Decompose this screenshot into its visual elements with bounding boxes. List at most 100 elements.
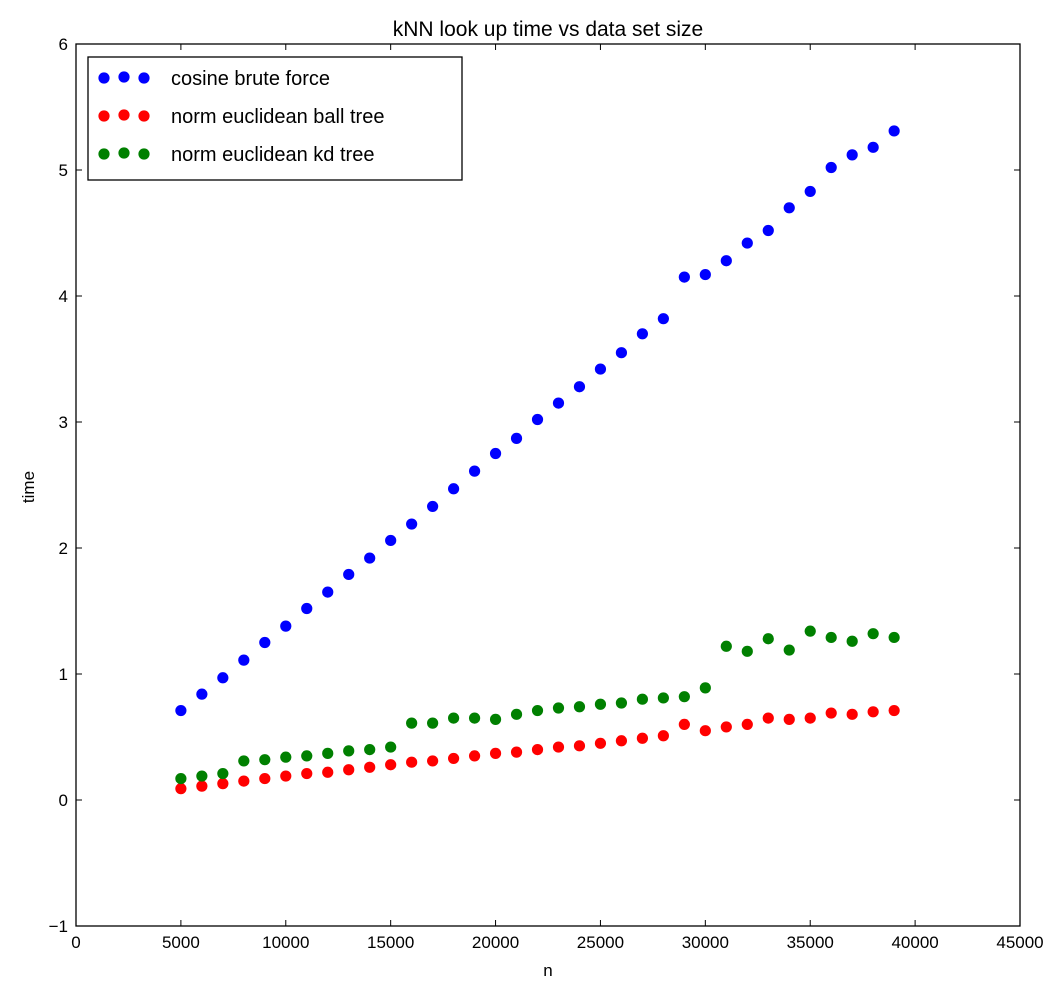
data-point <box>259 772 271 785</box>
data-point <box>573 740 586 752</box>
data-point <box>762 224 774 237</box>
data-point <box>720 721 732 733</box>
y-tick-label: 4 <box>59 287 68 306</box>
legend-marker <box>138 148 150 160</box>
data-point <box>427 755 439 767</box>
x-tick-label: 30000 <box>682 933 729 952</box>
data-point <box>301 750 313 762</box>
data-point <box>448 712 460 724</box>
data-point <box>615 347 628 359</box>
data-point <box>343 745 355 757</box>
data-point <box>699 268 711 281</box>
data-point <box>573 701 586 713</box>
data-point <box>301 602 313 615</box>
data-point <box>510 432 523 444</box>
data-point <box>531 704 544 717</box>
x-axis-label: n <box>543 961 552 980</box>
legend-marker <box>118 71 130 83</box>
data-point <box>448 752 460 765</box>
data-point <box>657 313 669 325</box>
data-point <box>720 255 732 267</box>
legend-label: cosine brute force <box>171 68 330 90</box>
data-point <box>741 237 753 249</box>
legend-label: norm euclidean ball tree <box>171 106 384 128</box>
data-point <box>322 747 334 759</box>
data-point <box>259 754 271 766</box>
data-point <box>427 500 439 513</box>
data-point <box>280 770 292 782</box>
x-tick-label: 35000 <box>787 933 834 952</box>
data-point <box>741 645 753 657</box>
data-point <box>657 730 669 742</box>
data-point <box>552 702 565 714</box>
data-point <box>280 620 292 632</box>
data-point <box>804 185 816 198</box>
data-points <box>175 125 900 795</box>
data-point <box>636 328 649 340</box>
data-point <box>385 759 397 771</box>
legend-marker <box>118 147 130 159</box>
data-point <box>217 672 229 684</box>
data-point <box>175 783 187 795</box>
data-point <box>406 518 418 530</box>
data-point <box>825 631 837 644</box>
data-point <box>343 568 355 581</box>
data-point <box>196 688 208 700</box>
data-point <box>888 631 900 644</box>
y-tick-label: 0 <box>59 791 68 810</box>
legend-marker <box>118 109 130 121</box>
data-point <box>343 764 355 776</box>
data-point <box>238 654 250 666</box>
data-point <box>594 698 607 710</box>
data-point <box>783 202 795 214</box>
data-point <box>301 767 313 780</box>
data-point <box>867 141 879 153</box>
x-tick-label: 15000 <box>367 933 414 952</box>
x-tick-label: 40000 <box>891 933 938 952</box>
x-tick-label: 10000 <box>262 933 309 952</box>
data-point <box>552 741 565 753</box>
data-point <box>468 750 481 762</box>
series-1 <box>175 125 900 717</box>
legend-label: norm euclidean kd tree <box>171 144 374 166</box>
legend-marker <box>138 72 150 84</box>
data-point <box>217 778 229 790</box>
data-point <box>678 691 690 703</box>
legend-marker <box>138 110 150 122</box>
x-axis: 0 5000 10000 15000 20000 25000 30000 35000 40000… <box>71 44 1044 952</box>
y-tick-label: 6 <box>59 35 68 54</box>
legend-marker <box>98 148 110 160</box>
chart-title: kNN look up time vs data set size <box>393 18 703 41</box>
data-point <box>846 708 858 720</box>
data-point <box>867 706 879 718</box>
data-point <box>741 718 753 731</box>
data-point <box>846 149 858 161</box>
data-point <box>867 628 879 640</box>
data-point <box>322 586 334 598</box>
legend-box <box>87 56 463 181</box>
series-3 <box>175 625 900 785</box>
data-point <box>364 761 376 773</box>
data-point <box>720 640 732 652</box>
data-point <box>762 633 774 645</box>
data-point <box>888 704 900 717</box>
legend-marker <box>98 72 110 84</box>
y-axis-label: time <box>19 471 38 503</box>
data-point <box>846 635 858 647</box>
data-point <box>594 363 607 375</box>
y-tick-label: 2 <box>59 539 68 558</box>
data-point <box>552 397 565 409</box>
data-point <box>678 718 690 731</box>
data-point <box>594 737 607 749</box>
data-point <box>238 775 250 787</box>
data-point <box>175 704 187 717</box>
data-point <box>699 725 711 737</box>
data-point <box>175 772 187 785</box>
data-point <box>364 552 376 564</box>
data-point <box>406 717 418 729</box>
data-point <box>489 713 502 725</box>
data-point <box>259 636 271 649</box>
data-point <box>217 767 229 780</box>
x-tick-label: 0 <box>71 933 80 952</box>
